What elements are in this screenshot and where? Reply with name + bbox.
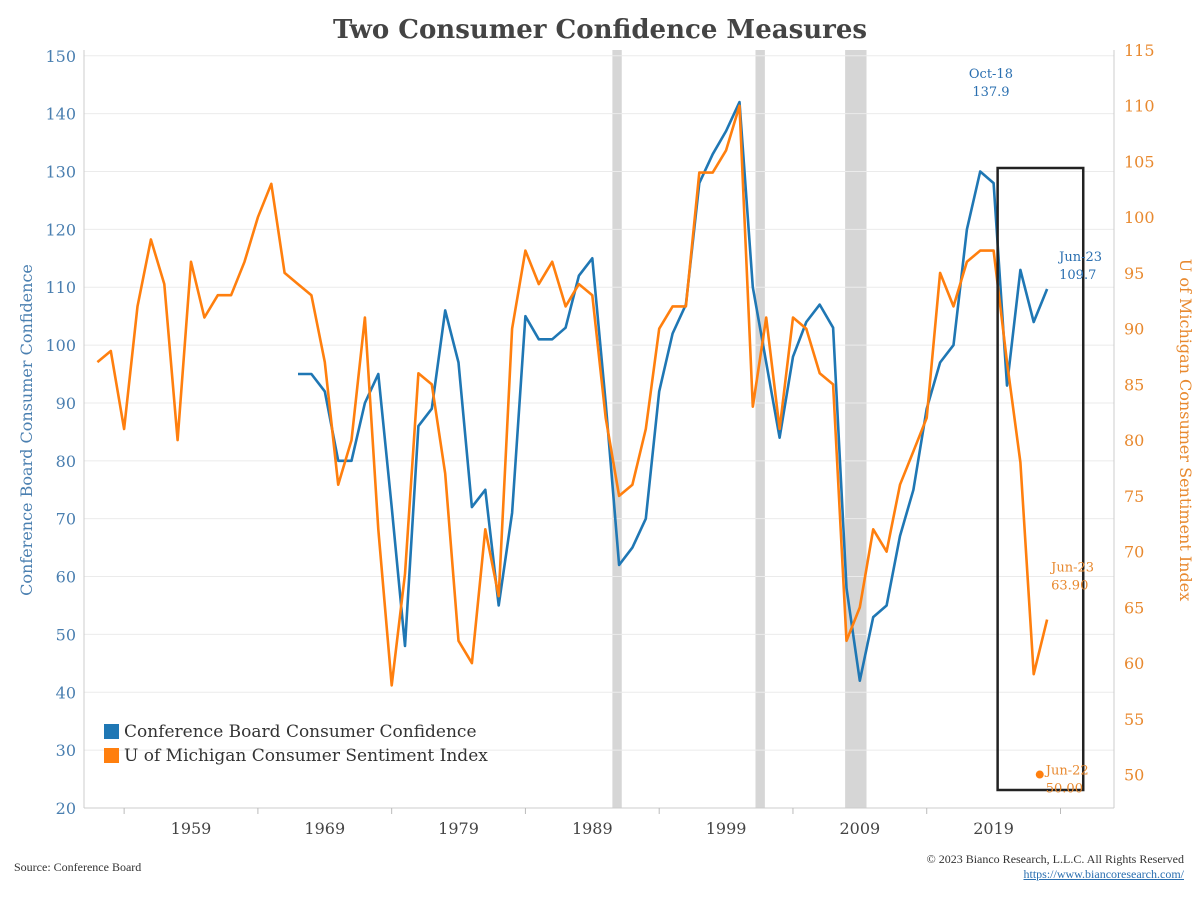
- y-right-tick-label: 85: [1124, 375, 1144, 394]
- y-left-tick-label: 130: [45, 163, 76, 182]
- y-right-tick-label: 80: [1124, 431, 1144, 450]
- website-link[interactable]: https://www.biancoresearch.com/: [1023, 867, 1184, 881]
- x-tick-label: 2009: [839, 819, 880, 838]
- copyright-block: © 2023 Bianco Research, L.L.C. All Right…: [927, 852, 1184, 882]
- series-lines: [96, 100, 1049, 687]
- legend-label: U of Michigan Consumer Sentiment Index: [124, 746, 488, 766]
- y-left-tick-label: 140: [45, 105, 76, 124]
- y-left-tick-label: 110: [45, 278, 76, 297]
- annotation-value: 137.9: [972, 85, 1009, 100]
- y-left-tick-label: 80: [56, 452, 76, 471]
- highlight-box-rect: [996, 166, 1085, 792]
- x-tick-label: 1999: [706, 819, 747, 838]
- y-right-tick-label: 100: [1124, 208, 1155, 227]
- source-note: Source: Conference Board: [14, 860, 142, 874]
- y-right-tick-label: 70: [1124, 543, 1144, 562]
- highlight-box: [996, 166, 1085, 792]
- y-left-tick-label: 90: [56, 394, 76, 413]
- legend-swatch: [104, 724, 119, 739]
- annotation-value: 109.7: [1059, 268, 1096, 283]
- y-right-tick-label: 50: [1124, 766, 1144, 785]
- y-right-tick-label: 95: [1124, 264, 1144, 283]
- annotations: Oct-18 137.9 Jun-23 109.7 Jun-23 63.90 Jun-22 5…: [969, 67, 1102, 797]
- x-tick-label: 1989: [572, 819, 613, 838]
- y-left-tick-label: 100: [45, 336, 76, 355]
- x-tick-label: 1979: [438, 819, 479, 838]
- chart-title: Two Consumer Confidence Measures: [333, 15, 867, 45]
- y-right-tick-label: 60: [1124, 654, 1144, 673]
- y-left-tick-label: 40: [56, 683, 76, 702]
- y-right-tick-label: 90: [1124, 320, 1144, 339]
- y-right-tick-label: 115: [1124, 41, 1155, 60]
- series-line-conference-board: [298, 100, 1049, 683]
- copyright-text: © 2023 Bianco Research, L.L.C. All Right…: [926, 852, 1184, 866]
- y-right-tick-label: 75: [1124, 487, 1144, 506]
- x-tick-label: 1969: [304, 819, 345, 838]
- recession-band: [612, 50, 622, 808]
- y-right-tick-label: 105: [1124, 152, 1155, 171]
- annotation-date: Jun-23: [1057, 250, 1102, 265]
- y-right-tick-label: 65: [1124, 598, 1144, 617]
- legend-swatch: [104, 748, 119, 763]
- series-line-u-michigan: [96, 104, 1049, 687]
- x-tick-label: 1959: [171, 819, 212, 838]
- y-left-tick-label: 120: [45, 220, 76, 239]
- annotation-value: 63.90: [1051, 579, 1088, 594]
- y-left-tick-label: 30: [56, 741, 76, 760]
- y-left-tick-label: 20: [56, 799, 76, 818]
- legend: Conference Board Consumer Confidence U of…: [104, 722, 488, 766]
- grid: [84, 55, 1114, 809]
- y-left-tick-label: 150: [45, 47, 76, 66]
- axes: 20 30 40 50 60 70 80 90 100 110 120 130 140 150 50 55 60…: [45, 41, 1154, 838]
- annotation-value: 50.00: [1046, 782, 1083, 797]
- recession-band: [845, 50, 867, 808]
- y-left-tick-label: 70: [56, 510, 76, 529]
- legend-label: Conference Board Consumer Confidence: [124, 722, 477, 742]
- x-tick-label: 2019: [973, 819, 1014, 838]
- annotation-date: Jun-22: [1044, 764, 1089, 779]
- y-left-tick-label: 60: [56, 568, 76, 587]
- low-marker: [1035, 770, 1044, 779]
- annotation-date: Oct-18: [969, 67, 1013, 82]
- recession-band: [755, 50, 765, 808]
- y-left-axis-label: Conference Board Consumer Confidence: [17, 264, 36, 596]
- y-left-tick-label: 50: [56, 625, 76, 644]
- y-right-tick-label: 55: [1124, 710, 1144, 729]
- annotation-date: Jun-23: [1049, 561, 1094, 576]
- recession-bands: [612, 50, 867, 808]
- y-right-tick-label: 110: [1124, 97, 1155, 116]
- y-right-axis-label: U of Michigan Consumer Sentiment Index: [1176, 259, 1195, 601]
